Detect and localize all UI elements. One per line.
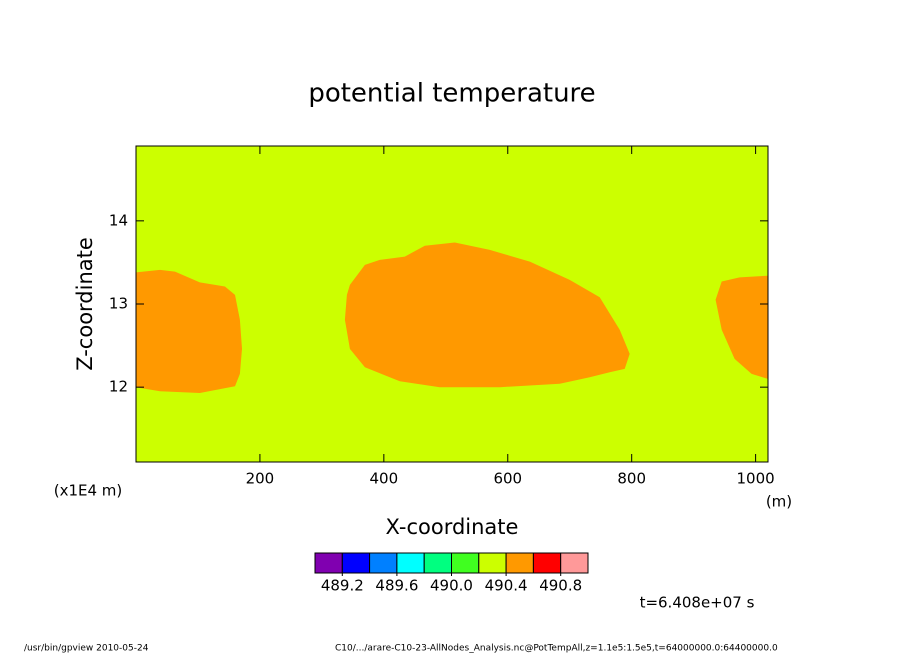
x-axis-label: X-coordinate — [386, 515, 519, 539]
contour-region — [136, 269, 242, 393]
colorbar-box — [314, 552, 343, 574]
colorbar-label: 490.4 — [485, 577, 528, 595]
x-tick-label: 200 — [246, 470, 275, 488]
colorbar-box — [505, 552, 534, 574]
x-tick-label: 1000 — [737, 470, 775, 488]
y-tick-label: 12 — [109, 378, 128, 396]
contour-region — [344, 242, 630, 388]
y-unit: (x1E4 m) — [54, 482, 123, 500]
colorbar-box — [423, 552, 453, 574]
y-tick-label: 14 — [109, 211, 128, 229]
footer-right: C10/.../arare-C10-23-AllNodes_Analysis.n… — [335, 644, 778, 654]
colorbar-box — [478, 552, 507, 574]
colorbar-label: 489.6 — [375, 577, 418, 595]
colorbar-label: 490.8 — [539, 577, 582, 595]
colorbar-label: 490.0 — [430, 577, 473, 595]
colorbar-box — [369, 552, 398, 574]
colorbar-box — [532, 552, 562, 574]
footer-left: /usr/bin/gpview 2010-05-24 — [24, 644, 149, 654]
chart-title: potential temperature — [308, 79, 595, 109]
x-tick-label: 600 — [493, 470, 522, 488]
x-tick-label: 800 — [617, 470, 646, 488]
y-axis-label: Z-coordinate — [73, 237, 97, 371]
colorbar-box — [560, 552, 589, 574]
y-tick-label: 13 — [109, 295, 128, 313]
colorbar-box — [451, 552, 480, 574]
x-unit: (m) — [766, 493, 792, 511]
colorbar-label: 489.2 — [321, 577, 364, 595]
colorbar-box — [396, 552, 425, 574]
contour-region — [715, 275, 768, 379]
colorbar-box — [341, 552, 371, 574]
x-tick-label: 400 — [370, 470, 399, 488]
time-label: t=6.408e+07 s — [640, 594, 755, 612]
